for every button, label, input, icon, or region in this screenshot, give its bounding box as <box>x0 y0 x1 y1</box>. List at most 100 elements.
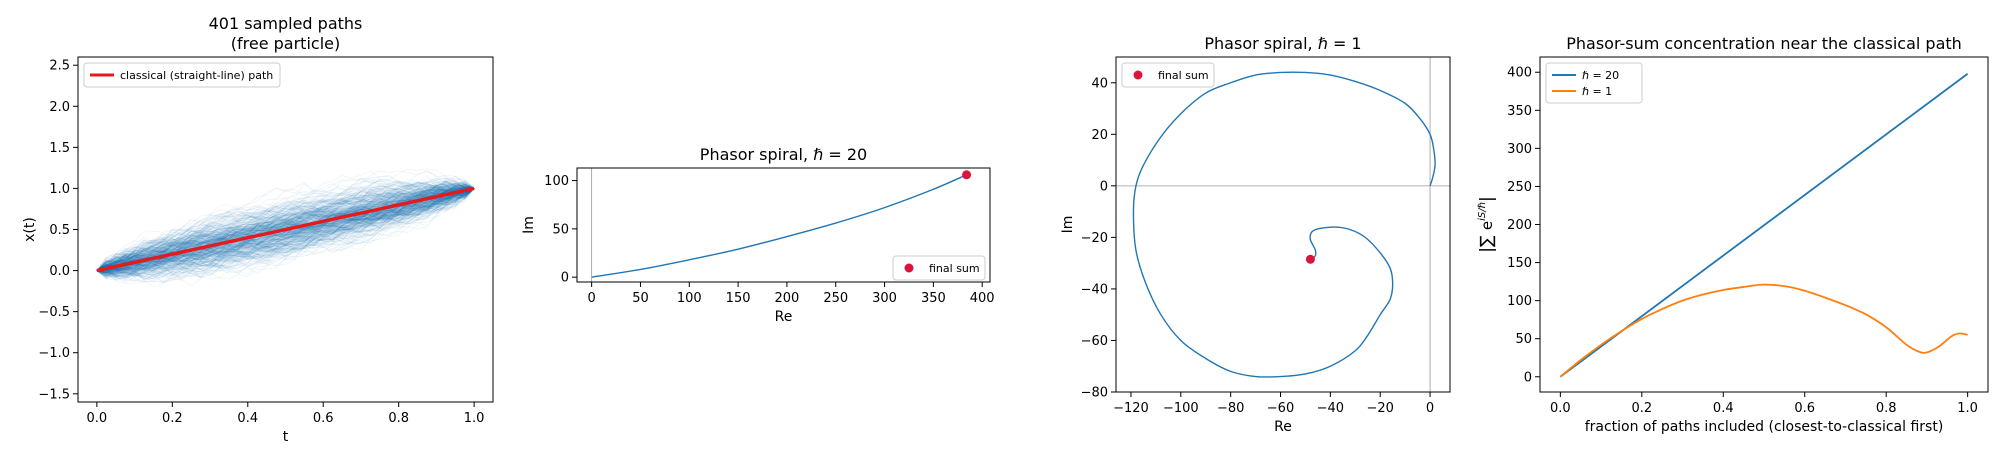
sampled-path <box>96 188 475 272</box>
sampled-path <box>96 183 475 271</box>
sampled-path <box>96 185 475 279</box>
y-tick-label: 1.5 <box>49 141 70 156</box>
sampled-path <box>96 188 475 271</box>
sampled-path <box>96 188 475 272</box>
sampled-path <box>96 188 475 279</box>
sampled-path <box>96 182 475 275</box>
sampled-path <box>96 180 475 271</box>
sampled-path <box>96 188 475 271</box>
sampled-path <box>96 188 475 271</box>
sampled-path <box>96 188 475 271</box>
sampled-path <box>96 188 475 271</box>
sampled-path <box>96 188 475 271</box>
x-axis-label: Re <box>775 309 793 325</box>
sampled-path <box>96 186 475 278</box>
sampled-path <box>96 188 475 271</box>
sampled-path <box>96 188 475 271</box>
y-tick-label: 40 <box>1091 76 1108 91</box>
sampled-path <box>96 188 475 271</box>
sampled-path <box>96 184 475 284</box>
sampled-path <box>96 185 475 271</box>
sampled-path <box>96 188 475 271</box>
sampled-path <box>96 188 475 273</box>
legend-label: ℏ = 1 <box>1582 85 1612 98</box>
y-tick-label: −1.0 <box>38 346 70 361</box>
x-tick-label: −60 <box>1267 401 1294 416</box>
classical-path-line <box>96 186 475 273</box>
sampled-path <box>96 185 475 271</box>
sampled-path <box>96 178 475 274</box>
sampled-path <box>96 188 475 271</box>
x-tick-label: 50 <box>632 291 649 306</box>
sampled-path <box>96 183 475 272</box>
x-tick-label: 250 <box>823 291 848 306</box>
legend-label: final sum <box>929 262 980 275</box>
sampled-path <box>96 188 475 271</box>
x-tick-label: −40 <box>1317 401 1344 416</box>
legend-label: ℏ = 20 <box>1582 69 1619 82</box>
sampled-path <box>96 183 475 277</box>
sampled-path <box>96 188 475 277</box>
sampled-path <box>96 184 475 273</box>
sampled-path <box>96 188 475 271</box>
y-tick-label: 150 <box>1507 256 1532 271</box>
sampled-path <box>96 188 475 277</box>
y-tick-label: 0.5 <box>49 223 70 238</box>
sampled-path <box>96 186 475 271</box>
sampled-path <box>96 188 475 272</box>
sampled-path <box>96 186 475 276</box>
x-tick-label: 1.0 <box>464 411 485 426</box>
sampled-path <box>96 180 475 283</box>
y-tick-label: 400 <box>1507 66 1532 81</box>
sampled-path <box>96 188 475 274</box>
sampled-path <box>96 188 475 271</box>
sampled-path <box>96 188 475 271</box>
sampled-path <box>96 187 475 277</box>
sampled-path <box>96 188 475 271</box>
sampled-path <box>96 188 475 271</box>
sampled-path <box>96 185 475 272</box>
sampled-path <box>96 180 475 271</box>
sampled-path <box>96 178 475 276</box>
plot-frame <box>77 56 494 403</box>
sampled-path <box>96 182 475 277</box>
sampled-path <box>96 185 475 271</box>
sampled-path <box>96 187 475 271</box>
legend: ℏ = 20 ℏ = 1 <box>1545 62 1643 104</box>
chart-title: (free particle) <box>231 34 340 53</box>
sampled-path <box>96 188 475 276</box>
chart-phasor-sum-concentration: 0.0 0.2 0.4 0.6 0.8 1.0 0 50 100 150 200 250 300 350 4… <box>1477 34 1989 435</box>
sampled-path <box>96 188 475 271</box>
sampled-path <box>96 188 475 271</box>
sampled-path <box>96 187 475 271</box>
x-tick-label: −100 <box>1163 401 1199 416</box>
sampled-path <box>96 188 475 271</box>
y-tick-label: 0 <box>1524 370 1532 385</box>
sampled-path <box>96 181 475 271</box>
sampled-path <box>96 188 475 271</box>
sampled-path <box>96 188 475 280</box>
legend-box <box>1545 62 1643 104</box>
sampled-path <box>96 187 475 278</box>
sampled-path <box>96 183 475 271</box>
sampled-path <box>96 180 475 277</box>
sampled-path <box>96 175 475 271</box>
sampled-path <box>96 185 475 271</box>
sampled-path <box>96 181 475 276</box>
y-tick-label: 100 <box>1507 294 1532 309</box>
sampled-path <box>96 188 475 271</box>
sampled-path <box>96 188 475 275</box>
sampled-path <box>96 184 475 273</box>
sampled-path <box>96 188 475 271</box>
sampled-path <box>96 177 475 275</box>
sampled-path <box>96 180 475 280</box>
sampled-path <box>96 188 475 271</box>
sampled-path <box>96 188 475 280</box>
sampled-path <box>96 188 475 271</box>
sampled-path <box>96 182 475 280</box>
sampled-path <box>96 188 475 280</box>
legend-box <box>1121 62 1215 88</box>
sampled-path <box>96 188 475 271</box>
legend: final sum <box>892 255 986 281</box>
